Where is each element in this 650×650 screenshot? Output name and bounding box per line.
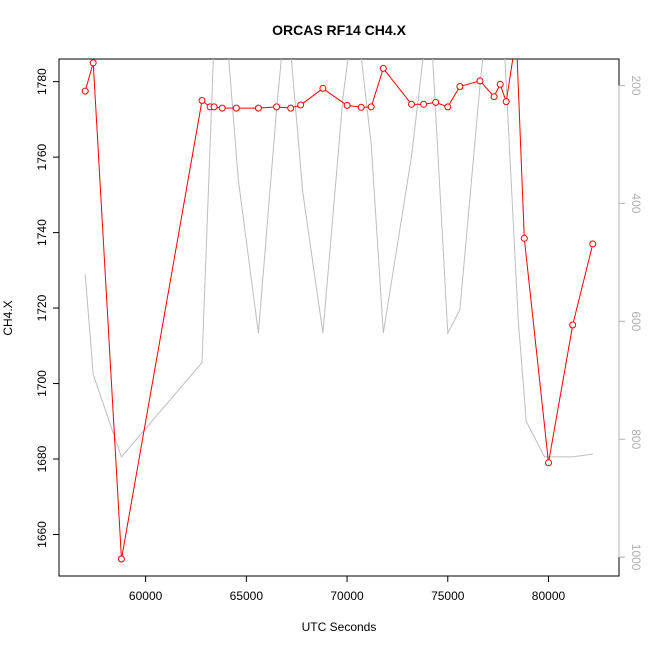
data-point [367,103,375,111]
y-tick-label: 1700 [35,370,49,397]
series-segment [349,105,359,108]
series-segment [279,106,288,109]
secondary-series-line [84,59,593,458]
data-point [432,98,440,106]
series-segment [438,103,446,107]
series-segment [261,106,274,109]
data-point [232,104,240,112]
data-point [117,555,125,563]
series-segment [384,70,411,103]
y-axis-label: CH4.X [1,300,15,335]
chart-title: ORCAS RF14 CH4.X [272,22,406,38]
data-point [343,101,351,109]
series-segment [204,102,209,106]
series-segment [524,241,549,460]
y2-tick-label: 600 [629,311,643,331]
y-tick-label: 1660 [35,521,49,548]
data-point [254,104,262,112]
data-point [198,97,206,104]
series-segment [500,86,506,99]
series-segment [325,89,345,105]
data-point [476,77,484,85]
series-segment [371,71,383,105]
x-tick-label: 80000 [532,589,566,603]
series-segment [572,246,593,323]
y-axis: 1660 1680 1700 1720 1740 1760 1780 [35,68,60,548]
data-point [589,240,597,248]
data-point [89,59,97,67]
series-segment [481,82,493,95]
series-segment [516,59,525,236]
y-tick-label: 1680 [35,445,49,472]
data-point [520,234,528,242]
data-point [444,103,452,111]
data-point [319,84,327,92]
series-segment [85,65,93,89]
data-point [408,100,415,108]
data-point [297,101,305,109]
data-point [490,93,498,101]
data-point [81,87,89,95]
data-point [420,100,428,108]
x-tick-label: 60000 [129,589,163,603]
y-tick-label: 1740 [35,219,49,246]
x-axis: 60000 65000 70000 75000 80000 [129,575,566,603]
series-segment [121,103,202,557]
series-segment [92,65,122,557]
data-point [218,104,226,112]
y-tick-label: 1720 [35,294,49,321]
y2-tick-label: 1000 [629,544,643,571]
data-point [513,33,519,39]
x-tick-label: 65000 [230,589,264,603]
x-tick-label: 75000 [431,589,465,603]
series-segment [548,327,573,460]
series-segment [506,59,514,99]
x-tick-label: 70000 [330,589,364,603]
series-segment [302,89,321,104]
data-point [496,80,504,88]
series-segment [426,102,433,105]
y2-tick-label: 200 [629,76,643,96]
series-segment [462,81,478,87]
data-point [502,98,510,106]
data-point [456,83,464,90]
series-segment [448,88,459,105]
data-point [210,103,218,111]
data-point [379,64,387,72]
y2-tick-label: 800 [629,429,643,449]
data-point [569,321,577,329]
secondary-y-axis: 200 400 600 800 1000 [618,76,643,571]
data-point [273,103,281,111]
data-point [545,459,552,467]
plot-area [81,33,597,563]
series-segment [494,86,500,95]
plot-frame [58,58,620,577]
y2-tick-label: 400 [629,193,643,213]
data-point [287,104,295,112]
y-tick-label: 1760 [35,143,49,170]
x-axis-label: UTC Seconds [302,620,377,634]
data-point [357,103,365,111]
series-segment [293,105,299,108]
y-tick-label: 1780 [35,68,49,95]
